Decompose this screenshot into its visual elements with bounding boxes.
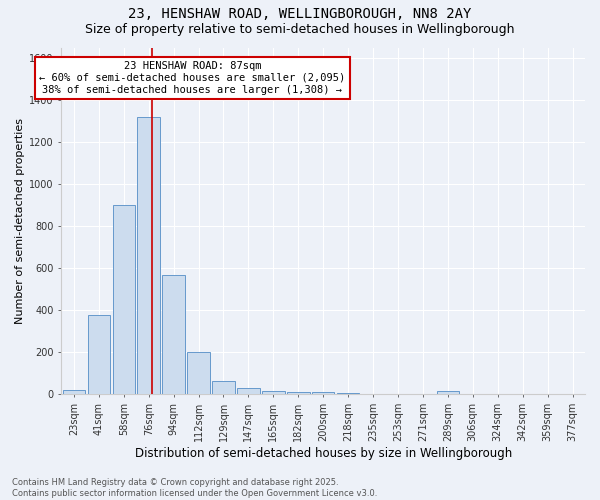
X-axis label: Distribution of semi-detached houses by size in Wellingborough: Distribution of semi-detached houses by … — [134, 447, 512, 460]
Text: Contains HM Land Registry data © Crown copyright and database right 2025.
Contai: Contains HM Land Registry data © Crown c… — [12, 478, 377, 498]
Bar — [212, 381, 235, 394]
Bar — [237, 388, 260, 394]
Bar — [137, 117, 160, 394]
Y-axis label: Number of semi-detached properties: Number of semi-detached properties — [15, 118, 25, 324]
Bar — [312, 392, 334, 394]
Bar — [163, 274, 185, 394]
Text: Size of property relative to semi-detached houses in Wellingborough: Size of property relative to semi-detach… — [85, 22, 515, 36]
Bar — [62, 390, 85, 394]
Text: 23 HENSHAW ROAD: 87sqm
← 60% of semi-detached houses are smaller (2,095)
38% of : 23 HENSHAW ROAD: 87sqm ← 60% of semi-det… — [39, 62, 346, 94]
Bar — [88, 314, 110, 394]
Bar — [187, 352, 210, 395]
Text: 23, HENSHAW ROAD, WELLINGBOROUGH, NN8 2AY: 23, HENSHAW ROAD, WELLINGBOROUGH, NN8 2A… — [128, 8, 472, 22]
Bar — [437, 392, 459, 394]
Bar — [287, 392, 310, 394]
Bar — [113, 205, 135, 394]
Bar — [262, 392, 284, 394]
